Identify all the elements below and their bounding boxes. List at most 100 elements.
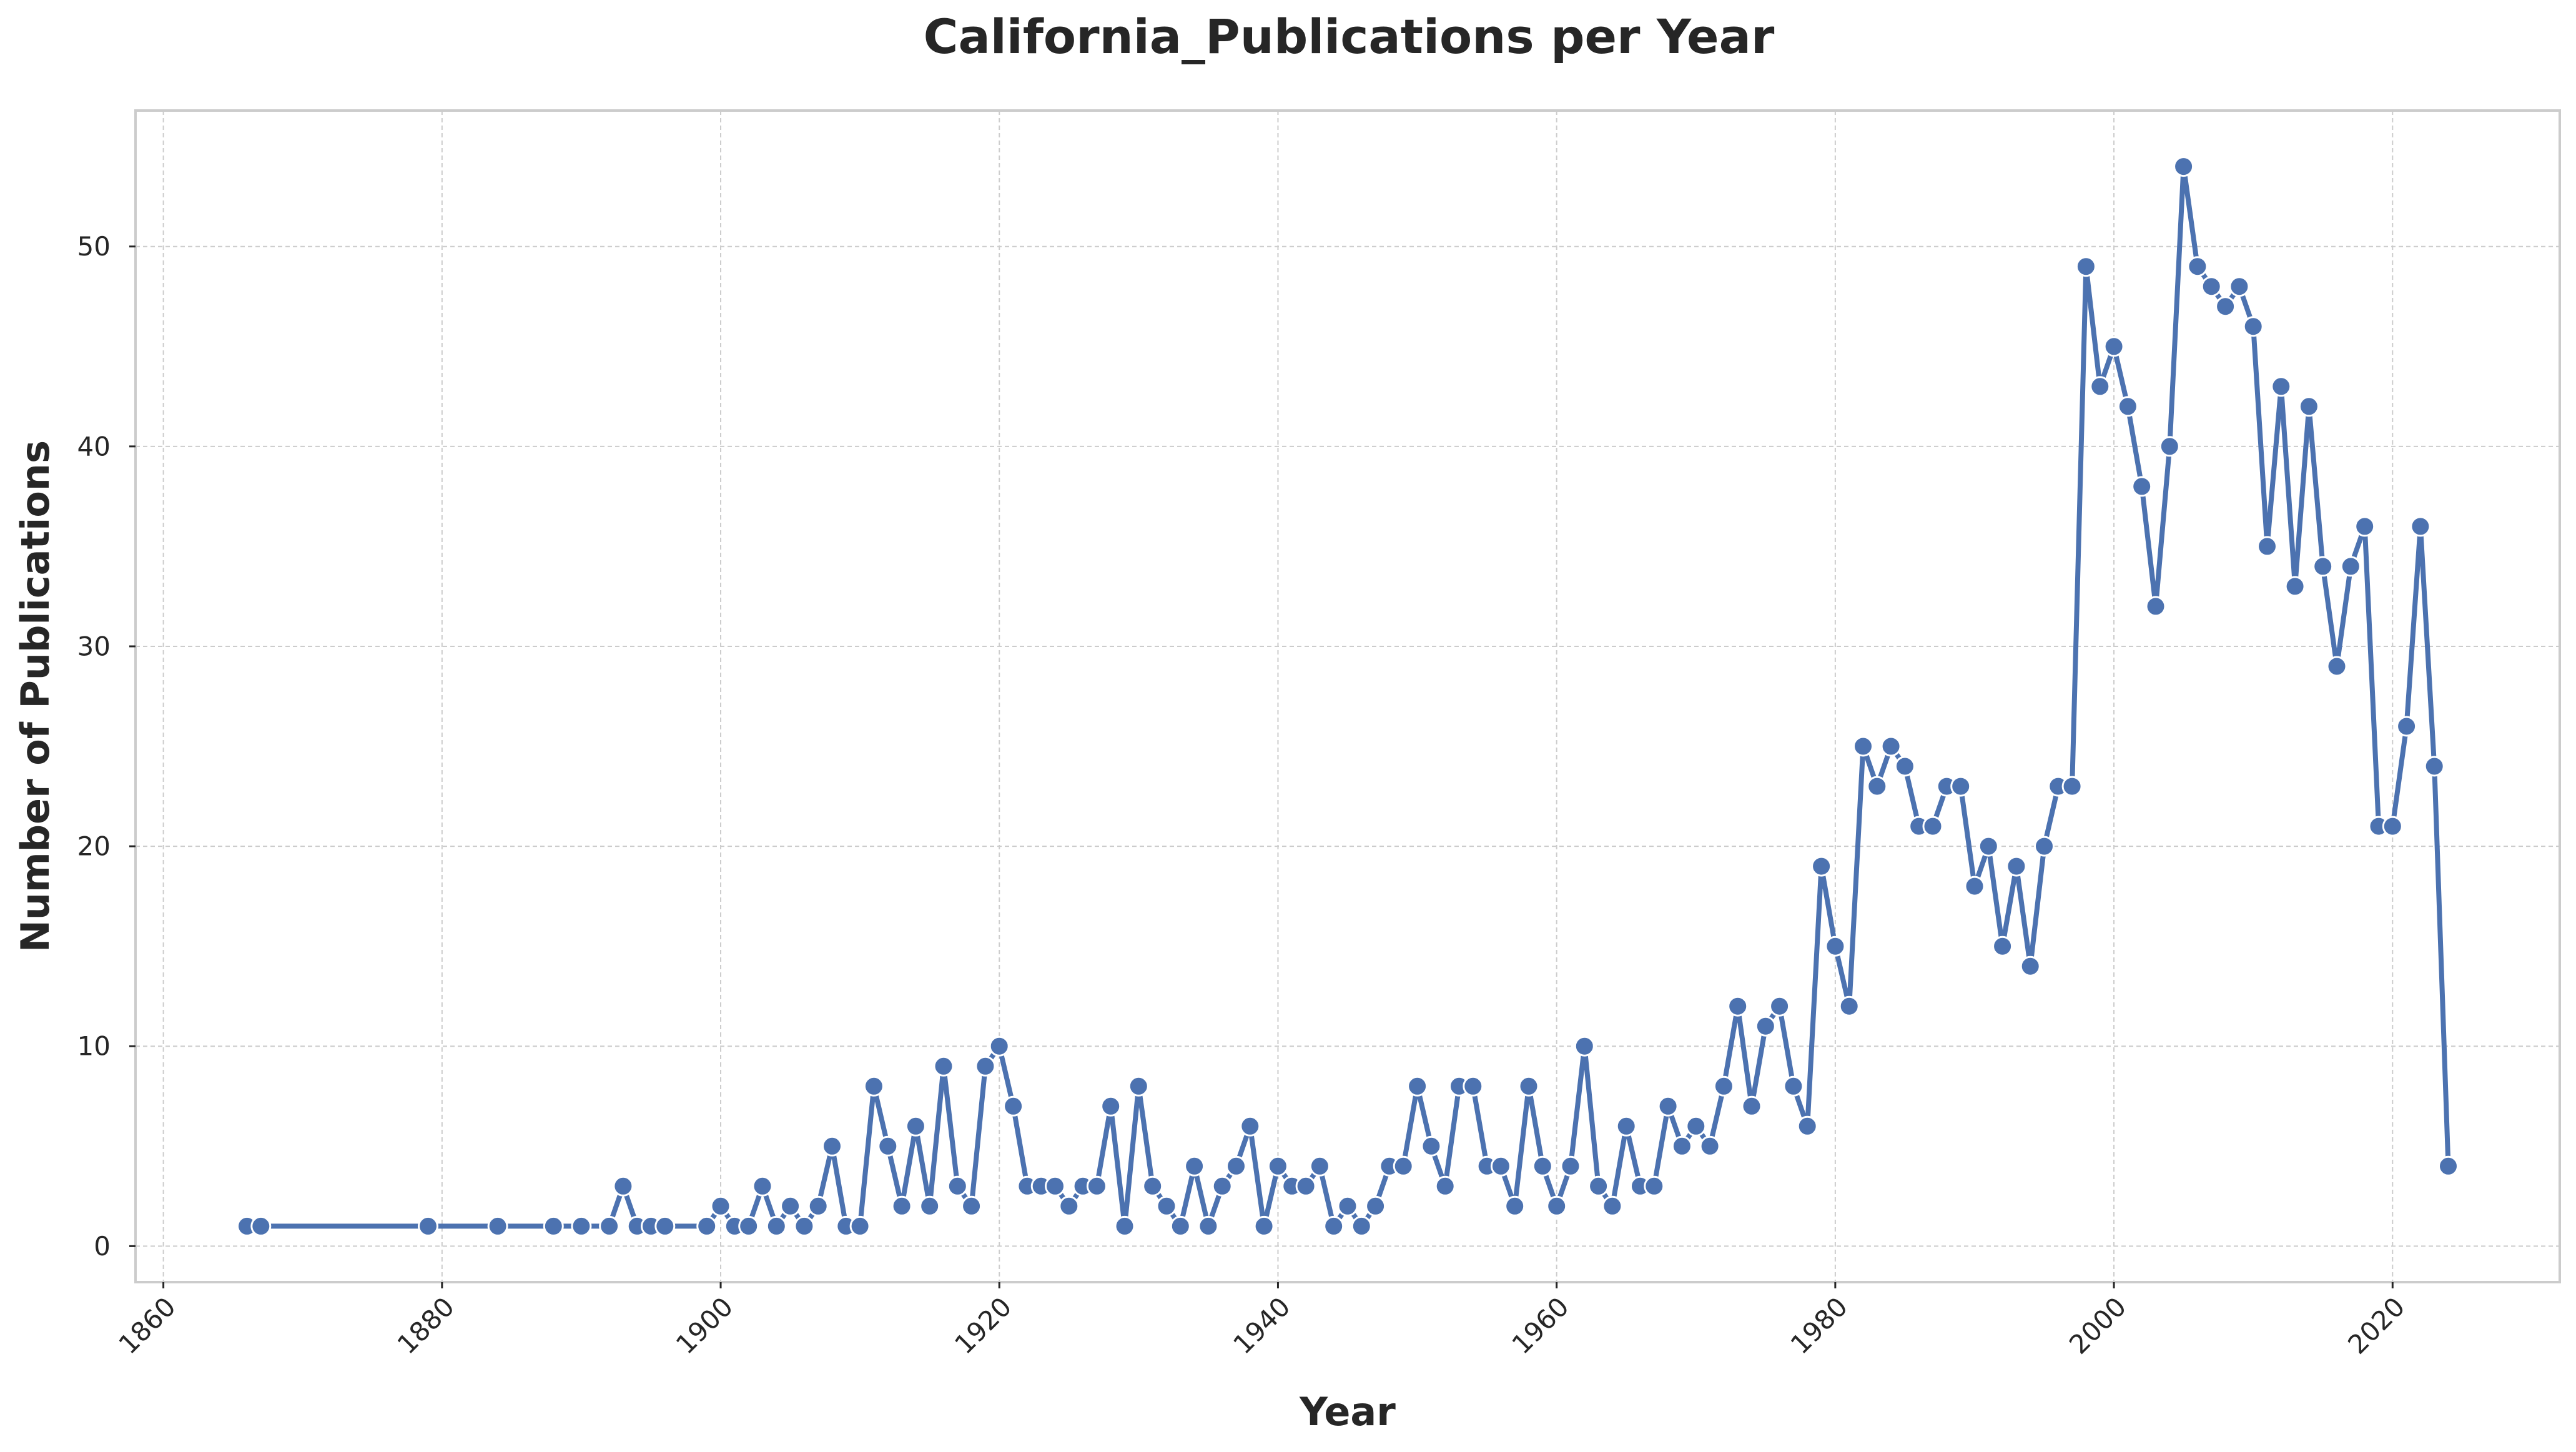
data-point bbox=[1588, 1175, 1609, 1197]
data-point bbox=[766, 1215, 787, 1237]
data-point bbox=[418, 1215, 438, 1237]
data-point bbox=[1657, 1095, 1679, 1117]
data-point bbox=[1003, 1095, 1024, 1117]
data-point bbox=[1045, 1175, 1065, 1197]
data-point bbox=[1198, 1215, 1219, 1237]
series-line bbox=[247, 164, 2451, 1229]
data-point bbox=[2117, 396, 2138, 417]
data-point bbox=[2243, 316, 2264, 337]
data-point bbox=[807, 1195, 829, 1217]
data-point bbox=[1880, 736, 1902, 757]
data-point bbox=[1212, 1175, 1233, 1197]
y-axis-label: Number of Publications bbox=[12, 440, 58, 952]
y-tick-label: 40 bbox=[77, 431, 111, 462]
data-point bbox=[947, 1175, 968, 1197]
data-point bbox=[1838, 995, 1860, 1017]
data-point bbox=[1671, 1135, 1692, 1157]
data-point bbox=[1295, 1175, 1316, 1197]
grid-lines bbox=[136, 111, 2560, 1282]
data-point bbox=[2103, 336, 2124, 357]
data-point bbox=[2298, 396, 2319, 417]
data-point bbox=[1059, 1195, 1080, 1217]
data-point bbox=[1964, 876, 1985, 897]
data-point bbox=[2438, 1155, 2459, 1177]
data-point bbox=[919, 1195, 940, 1217]
data-point bbox=[1142, 1175, 1163, 1197]
data-point bbox=[1309, 1155, 1330, 1177]
y-tick-label: 20 bbox=[77, 831, 111, 862]
data-point bbox=[1922, 816, 1943, 837]
data-point bbox=[543, 1215, 564, 1237]
data-point bbox=[1184, 1155, 1205, 1177]
data-point bbox=[2020, 956, 2041, 977]
data-point bbox=[1504, 1195, 1526, 1217]
data-point bbox=[1170, 1215, 1191, 1237]
data-point bbox=[2340, 556, 2361, 577]
data-point bbox=[1825, 936, 1846, 957]
data-point bbox=[1434, 1175, 1456, 1197]
data-point bbox=[1156, 1195, 1177, 1217]
data-point bbox=[2173, 156, 2194, 177]
x-tick-label: 1880 bbox=[392, 1291, 460, 1360]
data-point bbox=[1128, 1075, 1149, 1097]
data-point bbox=[794, 1215, 815, 1237]
data-point bbox=[1351, 1215, 1372, 1237]
data-point bbox=[1267, 1155, 1288, 1177]
data-point bbox=[1950, 776, 1971, 797]
data-point bbox=[2410, 516, 2431, 537]
data-point bbox=[1894, 756, 1915, 777]
data-point bbox=[1741, 1095, 1762, 1117]
data-point bbox=[1393, 1155, 1414, 1177]
data-point bbox=[2159, 436, 2180, 457]
data-point bbox=[1616, 1115, 1637, 1137]
data-point bbox=[2382, 816, 2403, 837]
data-point bbox=[710, 1195, 731, 1217]
data-point bbox=[1713, 1075, 1734, 1097]
data-point bbox=[1699, 1135, 1720, 1157]
data-point bbox=[2229, 276, 2250, 297]
data-point bbox=[1644, 1175, 1665, 1197]
y-tick-label: 50 bbox=[77, 231, 111, 262]
data-point bbox=[1560, 1155, 1581, 1177]
data-point bbox=[752, 1175, 773, 1197]
data-point bbox=[933, 1055, 954, 1077]
y-tick-label: 0 bbox=[94, 1231, 111, 1262]
data-point bbox=[1337, 1195, 1358, 1217]
x-tick-label: 2020 bbox=[2342, 1291, 2411, 1360]
data-point bbox=[1574, 1035, 1595, 1057]
data-point bbox=[571, 1215, 592, 1237]
y-tick-label: 10 bbox=[77, 1031, 111, 1062]
data-point bbox=[2396, 716, 2417, 737]
data-point bbox=[1114, 1215, 1135, 1237]
data-point bbox=[2354, 516, 2376, 537]
data-point bbox=[849, 1215, 871, 1237]
x-tick-label: 1900 bbox=[670, 1291, 739, 1360]
data-point bbox=[989, 1035, 1010, 1057]
data-point bbox=[1086, 1175, 1107, 1197]
data-point bbox=[2312, 556, 2334, 577]
data-point bbox=[1783, 1075, 1804, 1097]
data-point bbox=[2271, 376, 2292, 397]
data-point bbox=[738, 1215, 759, 1237]
data-point bbox=[250, 1215, 272, 1237]
chart-title: California_Publications per Year bbox=[924, 9, 1775, 64]
data-point bbox=[1490, 1155, 1511, 1177]
data-point bbox=[1323, 1215, 1345, 1237]
data-point bbox=[2257, 536, 2277, 557]
plot-frame bbox=[134, 109, 2561, 1283]
data-point bbox=[1463, 1075, 1484, 1097]
data-point bbox=[2061, 776, 2083, 797]
data-point bbox=[1867, 776, 1888, 797]
data-point bbox=[2006, 856, 2027, 877]
data-point bbox=[1421, 1135, 1442, 1157]
x-tick-label: 1860 bbox=[113, 1291, 182, 1360]
data-point bbox=[1240, 1115, 1261, 1137]
data-point bbox=[891, 1195, 912, 1217]
data-point bbox=[599, 1215, 620, 1237]
data-point bbox=[1602, 1195, 1623, 1217]
data-point bbox=[863, 1075, 884, 1097]
data-point bbox=[2201, 276, 2222, 297]
data-points bbox=[237, 156, 2459, 1237]
data-point bbox=[2424, 756, 2445, 777]
